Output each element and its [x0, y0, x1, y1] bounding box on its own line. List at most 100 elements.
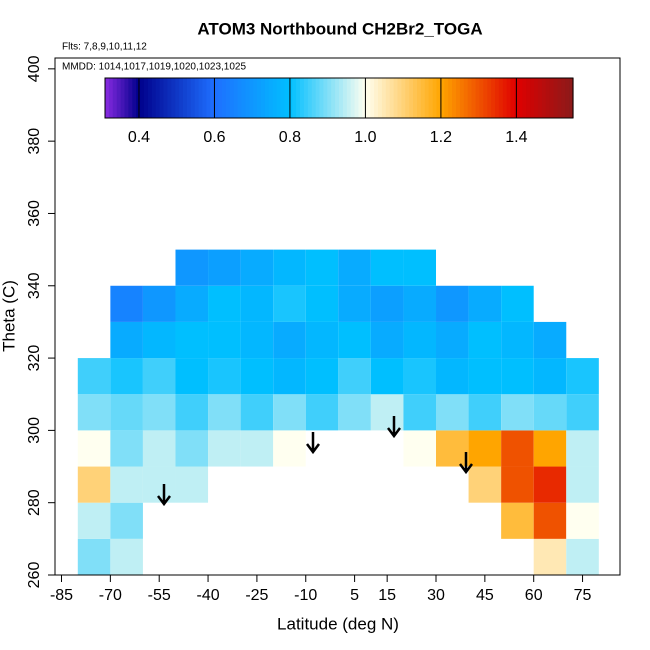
colorbar-segment — [300, 78, 305, 118]
heat-cell — [142, 394, 176, 431]
heat-cell — [501, 321, 534, 359]
colorbar-segment — [354, 78, 360, 118]
colorbar-tick-label: 0.8 — [279, 129, 301, 146]
colorbar-segment — [389, 78, 395, 118]
colorbar-segment — [229, 78, 235, 118]
heat-cell — [403, 430, 437, 467]
heat-cell — [273, 249, 306, 286]
heat-cell — [533, 466, 567, 503]
colorbar-segment — [276, 78, 282, 118]
colorbar-segment — [167, 78, 172, 118]
colorbar-segment — [381, 78, 387, 118]
colorbar-segment — [194, 78, 200, 118]
colorbar-segment — [155, 78, 161, 118]
heat-cell — [403, 285, 437, 322]
heat-cell — [566, 502, 599, 539]
colorbar-segment — [432, 78, 438, 118]
colorbar-segment — [510, 78, 516, 118]
colorbar-segment — [253, 78, 258, 118]
heat-cell — [175, 430, 209, 467]
heat-cell — [77, 358, 111, 395]
colorbar-segment — [413, 78, 418, 118]
heat-cell — [305, 394, 339, 431]
heat-cell — [77, 430, 111, 467]
x-tick-label: 45 — [476, 587, 494, 604]
x-tick-label: 15 — [378, 587, 396, 604]
heat-cell — [338, 249, 371, 286]
colorbar-segment — [498, 78, 504, 118]
y-tick-label: 380 — [26, 128, 43, 155]
heat-cell — [566, 430, 599, 467]
colorbar-segment — [530, 78, 535, 118]
heat-cell — [273, 321, 306, 359]
colorbar-segment — [214, 78, 219, 118]
colorbar-segment — [456, 78, 461, 118]
x-tick-label: -55 — [148, 587, 171, 604]
heat-cell — [175, 321, 209, 359]
heat-cell — [110, 394, 143, 431]
heat-cell — [501, 285, 534, 322]
colorbar-segment — [315, 78, 321, 118]
heat-cell — [566, 394, 599, 431]
heat-cell — [533, 502, 567, 539]
colorbar-segment — [147, 78, 153, 118]
colorbar-segment — [159, 78, 165, 118]
heat-cell — [370, 394, 404, 431]
colorbar-segment — [128, 78, 133, 118]
heat-cell — [436, 321, 469, 359]
colorbar-segment — [144, 78, 149, 118]
colorbar-segment — [233, 78, 239, 118]
colorbar-segment — [105, 78, 110, 118]
heat-cell — [208, 249, 241, 286]
heat-cell — [403, 358, 437, 395]
heat-cell — [501, 394, 534, 431]
y-tick-label: 300 — [26, 417, 43, 444]
colorbar-segment — [409, 78, 414, 118]
x-tick-label: -85 — [50, 587, 73, 604]
colorbar-tick-label: 1.0 — [354, 129, 376, 146]
colorbar-segment — [319, 78, 324, 118]
colorbar-segment — [268, 78, 274, 118]
heat-cell — [175, 394, 209, 431]
colorbar-segment — [549, 78, 555, 118]
heat-cell — [175, 466, 209, 503]
colorbar-segment — [112, 78, 118, 118]
colorbar-segment — [534, 78, 539, 118]
colorbar-segment — [444, 78, 449, 118]
dates-note: MMDD: 1014,1017,1019,1020,1023,1025 — [62, 62, 246, 73]
heat-cell — [338, 321, 371, 359]
heat-cell — [240, 394, 274, 431]
colorbar-segment — [245, 78, 250, 118]
heat-cell — [370, 285, 404, 322]
arrows — [157, 416, 473, 507]
x-tick-label: 60 — [525, 587, 543, 604]
colorbar-tick-label: 0.6 — [203, 129, 225, 146]
heat-cell — [110, 358, 143, 395]
colorbar-segment — [401, 78, 406, 118]
heat-cell — [370, 249, 404, 286]
colorbar-segment — [311, 78, 317, 118]
colorbar-segment — [374, 78, 379, 118]
colorbar-segment — [362, 78, 367, 118]
colorbar-segment — [171, 78, 176, 118]
colorbar-segment — [284, 78, 289, 118]
heat-cell — [208, 430, 241, 467]
heat-cell — [273, 430, 306, 467]
heat-cell — [240, 285, 274, 322]
colorbar-segment — [518, 78, 523, 118]
colorbar-segment — [327, 78, 332, 118]
heat-cell — [77, 538, 111, 575]
colorbar-segment — [292, 78, 297, 118]
colorbar-tick-label: 1.2 — [430, 129, 452, 146]
y-axis-label: Theta (C) — [0, 280, 18, 352]
colorbar-segment — [288, 78, 293, 118]
colorbar-segment — [522, 78, 527, 118]
heat-cell — [566, 466, 599, 503]
colorbar-segment — [261, 78, 266, 118]
colorbar-segment — [378, 78, 383, 118]
colorbar-segment — [569, 78, 574, 118]
colorbar-segment — [417, 78, 422, 118]
colorbar-segment — [257, 78, 262, 118]
x-tick-label: -70 — [99, 587, 122, 604]
